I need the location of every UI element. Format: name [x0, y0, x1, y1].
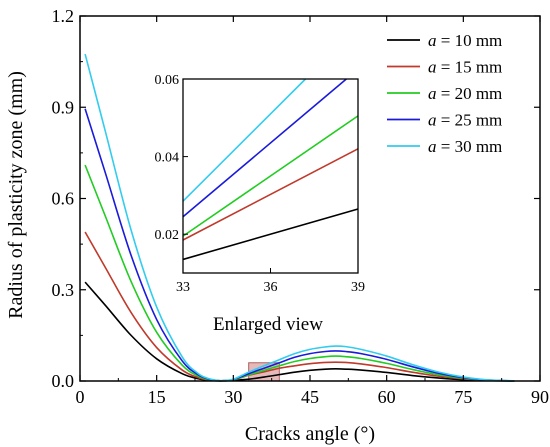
legend-label-5: a = 30 mm	[428, 137, 502, 156]
legend-label-2: a = 15 mm	[428, 58, 502, 77]
series-line-3	[84, 164, 515, 382]
y-tick-label: 0.9	[52, 97, 75, 117]
x-tick-label: 90	[531, 387, 549, 407]
y-tick-label: 1.2	[52, 6, 75, 26]
inset-series-line-5	[182, 78, 307, 202]
x-tick-label: 0	[76, 387, 85, 407]
inset-series-line-3	[182, 115, 359, 237]
series-line-5	[84, 53, 515, 382]
main-plot: 0 15 30 45 60 75 90 0.0 0.3 0.6 0.9 1.2	[52, 6, 550, 407]
x-tick-label: 30	[224, 387, 242, 407]
series-line-4	[84, 108, 515, 382]
y-axis-title: Radius of plasticity zone (mm)	[5, 71, 27, 319]
inset-x-tick-label: 36	[264, 280, 278, 295]
x-tick-label: 60	[378, 387, 396, 407]
inset-series-line-2	[182, 148, 359, 241]
inset-x-tick-label: 39	[351, 280, 365, 295]
x-axis-title: Cracks angle (°)	[245, 423, 375, 445]
inset-y-tick-label: 0.02	[155, 228, 180, 243]
legend-label-3: a = 20 mm	[428, 84, 502, 103]
inset-plot: 33 36 39 0.02 0.04 0.06	[155, 73, 366, 295]
legend: a = 10 mm a = 15 mm a = 20 mm a = 25 mm a = …	[387, 31, 502, 156]
inset-series-line-4	[182, 78, 347, 218]
inset-series-line-1	[182, 208, 359, 261]
inset-y-tick-label: 0.06	[155, 73, 180, 88]
legend-label-1: a = 10 mm	[428, 31, 502, 50]
x-tick-label: 45	[301, 387, 319, 407]
inset-x-tick-label: 33	[176, 280, 190, 295]
series-line-2	[84, 231, 515, 382]
y-tick-label: 0.3	[52, 280, 75, 300]
inset-title: Enlarged view	[213, 314, 323, 335]
y-tick-label: 0.6	[52, 189, 75, 209]
legend-label-4: a = 25 mm	[428, 111, 502, 130]
y-tick-label: 0.0	[52, 371, 75, 391]
inset-y-tick-label: 0.04	[155, 151, 180, 166]
series-line-1	[84, 281, 515, 382]
x-tick-label: 15	[148, 387, 166, 407]
x-tick-label: 75	[454, 387, 472, 407]
